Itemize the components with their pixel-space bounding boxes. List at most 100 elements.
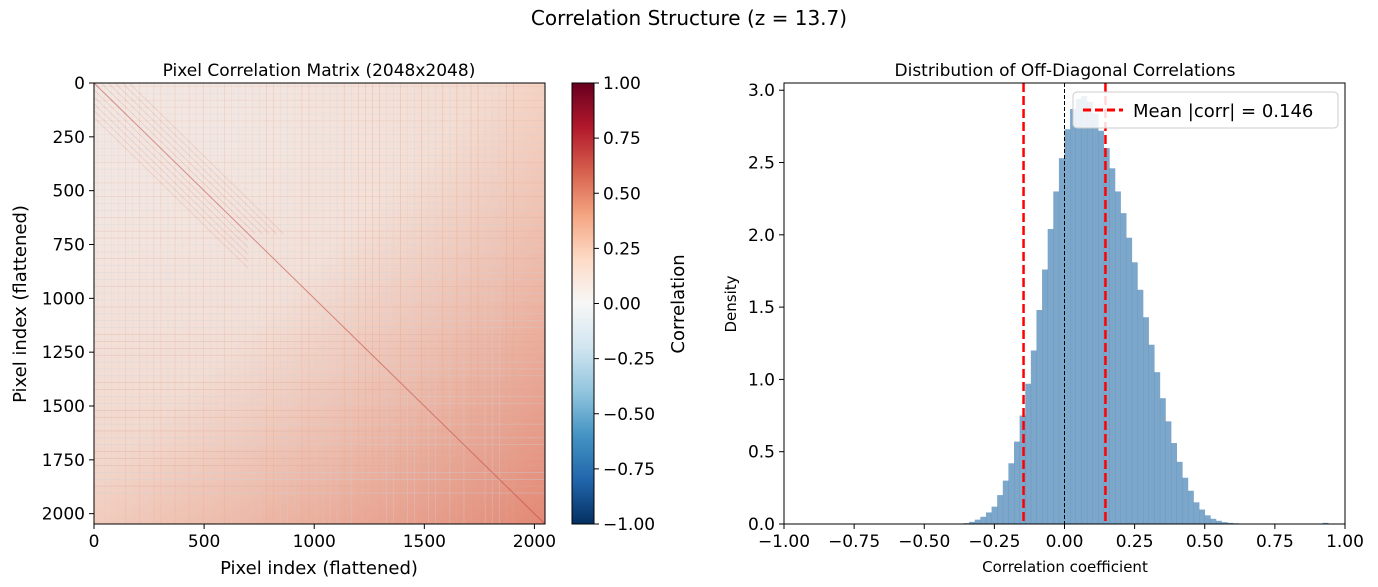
- histogram-y-tick-label: 2.5: [748, 154, 775, 174]
- colorbar-label: Correlation: [668, 254, 689, 353]
- heatmap-title: Pixel Correlation Matrix (2048x2048): [163, 61, 476, 81]
- histogram-x-tick-label: 0.75: [1256, 532, 1294, 552]
- histogram-bar: [980, 516, 987, 524]
- heatmap-x-tick-label: 1000: [293, 532, 336, 552]
- histogram-bar: [1086, 101, 1093, 524]
- colorbar-tick-label: 0.25: [603, 239, 641, 259]
- heatmap-x-tick-label: 2000: [513, 532, 556, 552]
- colorbar-tick-label: 0.50: [603, 184, 641, 204]
- histogram-bar: [1092, 113, 1099, 524]
- histogram-bar: [1126, 237, 1133, 524]
- heatmap-ylabel: Pixel index (flattened): [10, 205, 31, 403]
- histogram-bar: [1131, 262, 1138, 524]
- heatmap-off-diagonal: [129, 83, 284, 234]
- histogram-bar: [1030, 350, 1037, 524]
- heatmap-off-diagonal: [114, 83, 270, 234]
- heatmap-y-tick-label: 1500: [42, 397, 85, 417]
- histogram-bar: [1182, 477, 1189, 524]
- colorbar-tick-label: 1.00: [603, 74, 641, 94]
- histogram-bar: [1114, 191, 1121, 524]
- histogram-ylabel: Density: [722, 275, 740, 332]
- heatmap-off-diagonal: [94, 103, 249, 255]
- histogram-bar: [991, 506, 998, 524]
- histogram-bar: [1058, 158, 1065, 524]
- histogram-title: Distribution of Off-Diagonal Correlation…: [895, 61, 1236, 81]
- heatmap-off-diagonal: [94, 96, 249, 248]
- heatmap-y-tick-label: 0: [74, 74, 85, 94]
- heatmap-off-diagonal: [94, 117, 249, 269]
- histogram-bar: [1036, 310, 1043, 524]
- histogram-bar: [1176, 461, 1183, 524]
- heatmap-frame: [93, 82, 546, 525]
- colorbar-tick-label: 0.75: [603, 129, 641, 149]
- histogram-bar: [1187, 490, 1194, 524]
- histogram-bar: [1025, 383, 1032, 524]
- colorbar-tick-label: 0.00: [603, 295, 641, 315]
- histogram-bar: [1103, 148, 1110, 525]
- histogram-bar: [997, 495, 1004, 524]
- histogram-bar: [1154, 372, 1161, 524]
- heatmap-y-tick-label: 2000: [42, 505, 85, 525]
- heatmap-x-tick-label: 1500: [403, 532, 446, 552]
- histogram-bar: [1204, 515, 1211, 524]
- histogram-bar: [1210, 518, 1217, 524]
- heatmap-off-diagonal: [94, 89, 249, 241]
- heatmap-y-tick-label: 500: [53, 182, 85, 202]
- colorbar-tick-label: −0.50: [603, 405, 655, 425]
- histogram-bar: [1002, 480, 1009, 524]
- histogram-x-ticks: −1.00 −0.75 −0.50 −0.25 0.00 0.25 0.50 0.75 1.00: [758, 524, 1364, 552]
- histogram-bar: [1070, 109, 1077, 524]
- figure-suptitle: Correlation Structure (z = 13.7): [531, 6, 847, 30]
- colorbar-tick-label: −0.75: [603, 460, 655, 480]
- heatmap-texture: [94, 83, 545, 524]
- heatmap-diagonal: [94, 83, 545, 524]
- histogram-bar: [1171, 443, 1177, 524]
- histogram-x-tick-label: −0.25: [968, 532, 1020, 552]
- histogram-bar: [1322, 522, 1329, 524]
- histogram-bar: [1143, 317, 1149, 524]
- heatmap-y-tick-label: 1250: [42, 343, 85, 363]
- histogram-bar: [985, 512, 992, 524]
- histogram-x-tick-label: −0.50: [898, 532, 950, 552]
- colorbar-ticks: 1.00 0.75 0.50 0.25 0.00 −0.25 −0.50 −0.75 −1.00: [594, 74, 655, 535]
- histogram-y-tick-label: 0.5: [748, 443, 775, 463]
- histogram-bar: [1019, 415, 1026, 524]
- heatmap-off-diagonals: [94, 83, 284, 269]
- heatmap-x-tick-label: 500: [188, 532, 220, 552]
- histogram-bar: [1165, 421, 1172, 524]
- histogram-bar: [1042, 269, 1048, 524]
- histogram-panel: Distribution of Off-Diagonal Correlation…: [722, 61, 1364, 576]
- colorbar-tick-label: −1.00: [603, 515, 655, 535]
- histogram-bar: [1137, 289, 1144, 524]
- histogram-y-ticks: 0.0 0.5 1.0 1.5 2.0 2.5 3.0: [748, 81, 784, 535]
- histogram-reference-lines: [1022, 83, 1107, 524]
- heatmap-y-tick-label: 1750: [42, 451, 85, 471]
- legend-box: [1072, 91, 1339, 129]
- heatmap-off-diagonal: [94, 110, 249, 262]
- histogram-bar: [1109, 168, 1116, 524]
- histogram-bar: [1064, 129, 1071, 524]
- heatmap-xlabel: Pixel index (flattened): [220, 558, 418, 579]
- histogram-bar: [1221, 522, 1228, 524]
- heatmap-x-tick-label: 0: [89, 532, 100, 552]
- histogram-bar: [1008, 463, 1015, 524]
- heatmap-y-tick-label: 750: [53, 235, 85, 255]
- histogram-legend: Mean |corr| = 0.146: [1072, 91, 1339, 129]
- histogram-y-tick-label: 1.5: [748, 298, 775, 318]
- histogram-bar: [1081, 96, 1088, 524]
- heatmap-y-tick-label: 1000: [42, 289, 85, 309]
- histogram-x-tick-label: −1.00: [758, 532, 810, 552]
- histogram-bar: [1159, 398, 1166, 524]
- histogram-bar: [1227, 522, 1234, 524]
- histogram-x-tick-label: 0.00: [1046, 532, 1084, 552]
- histogram-bar: [1075, 98, 1082, 525]
- histogram-y-tick-label: 0.0: [748, 515, 775, 535]
- histogram-bar: [1098, 130, 1105, 524]
- heatmap-y-tick-label: 250: [53, 128, 85, 148]
- histogram-bar: [1053, 191, 1060, 524]
- histogram-xlabel: Correlation coefficient: [982, 558, 1148, 576]
- colorbar-tick-label: −0.25: [603, 350, 655, 370]
- histogram-bar: [974, 519, 981, 524]
- heatmap-panel: Pixel Correlation Matrix (2048x2048) 0 50…: [10, 61, 556, 579]
